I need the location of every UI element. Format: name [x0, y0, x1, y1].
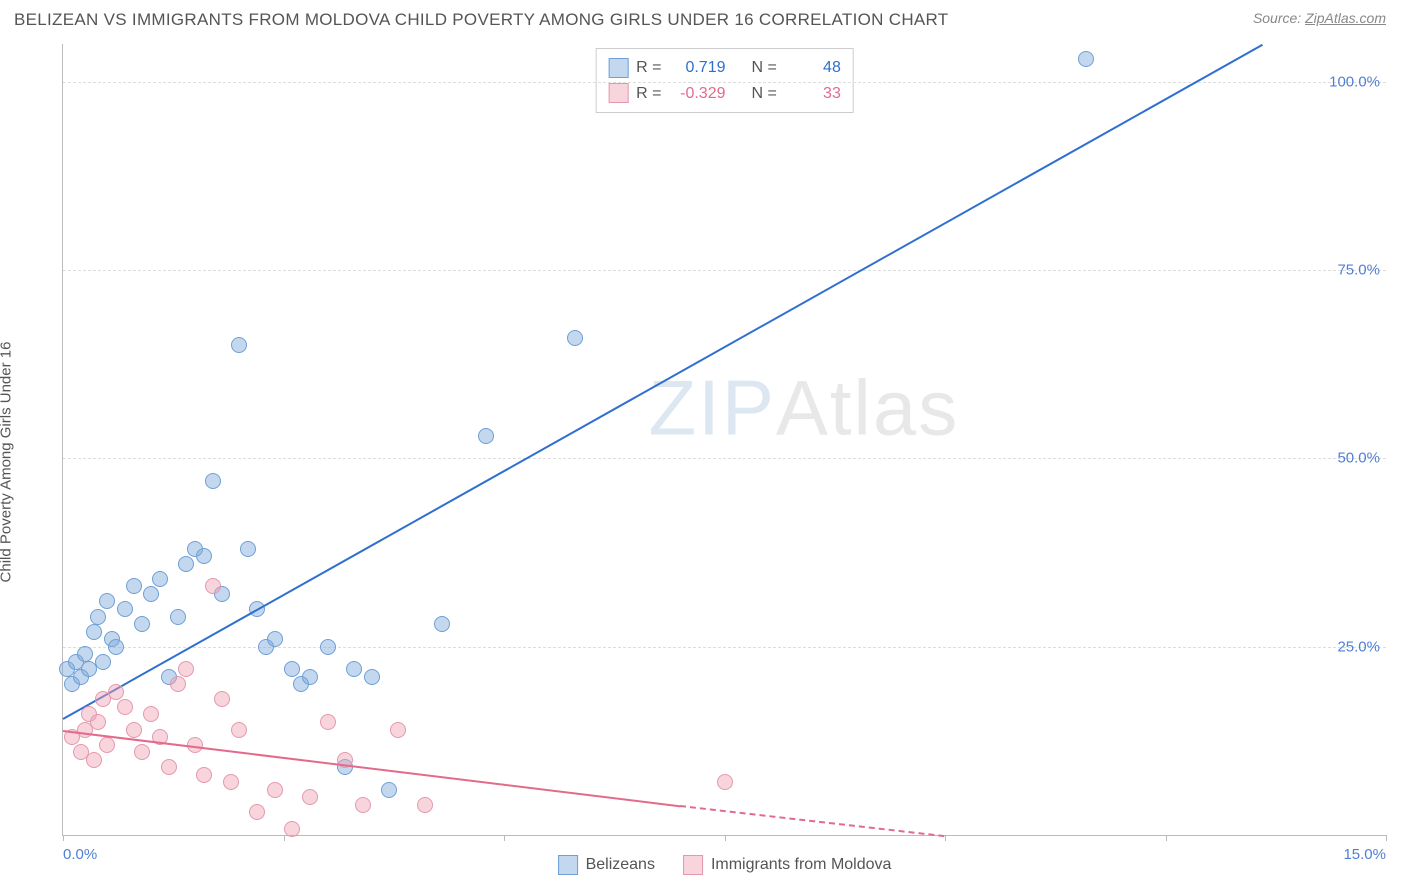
x-tick — [1386, 835, 1387, 841]
trend-line — [63, 730, 681, 807]
data-point — [90, 609, 106, 625]
data-point — [143, 586, 159, 602]
data-point — [364, 669, 380, 685]
legend-item-moldova: Immigrants from Moldova — [683, 855, 892, 875]
data-point — [267, 631, 283, 647]
data-point — [478, 428, 494, 444]
legend: Belizeans Immigrants from Moldova — [558, 855, 892, 875]
data-point — [434, 616, 450, 632]
r-value-moldova: -0.329 — [670, 81, 726, 107]
data-point — [214, 691, 230, 707]
y-tick-label: 50.0% — [1337, 450, 1380, 467]
data-point — [302, 669, 318, 685]
data-point — [231, 337, 247, 353]
data-point — [178, 556, 194, 572]
data-point — [196, 767, 212, 783]
x-tick — [504, 835, 505, 841]
data-point — [152, 571, 168, 587]
swatch-moldova — [608, 83, 628, 103]
y-tick-label: 75.0% — [1337, 262, 1380, 279]
stats-row-moldova: R = -0.329 N = 33 — [608, 81, 841, 107]
y-tick-label: 100.0% — [1329, 73, 1380, 90]
gridline — [63, 458, 1386, 459]
data-point — [108, 639, 124, 655]
data-point — [170, 676, 186, 692]
data-point — [178, 661, 194, 677]
data-point — [117, 601, 133, 617]
data-point — [390, 722, 406, 738]
r-value-belizeans: 0.719 — [670, 55, 726, 81]
data-point — [267, 782, 283, 798]
data-point — [223, 774, 239, 790]
data-point — [170, 609, 186, 625]
y-axis-label: Child Poverty Among Girls Under 16 — [0, 342, 15, 583]
data-point — [355, 797, 371, 813]
trend-line — [63, 44, 1263, 720]
data-point — [320, 714, 336, 730]
legend-swatch-moldova — [683, 855, 703, 875]
data-point — [284, 661, 300, 677]
legend-item-belizeans: Belizeans — [558, 855, 655, 875]
gridline — [63, 270, 1386, 271]
stats-row-belizeans: R = 0.719 N = 48 — [608, 55, 841, 81]
data-point — [108, 684, 124, 700]
data-point — [134, 744, 150, 760]
data-point — [117, 699, 133, 715]
data-point — [196, 548, 212, 564]
data-point — [320, 639, 336, 655]
legend-label: Belizeans — [586, 856, 655, 874]
data-point — [77, 646, 93, 662]
data-point — [126, 722, 142, 738]
x-tick-label: 15.0% — [1343, 846, 1386, 863]
legend-swatch-belizeans — [558, 855, 578, 875]
n-value-belizeans: 48 — [785, 55, 841, 81]
n-value-moldova: 33 — [785, 81, 841, 107]
data-point — [86, 624, 102, 640]
source-attribution: Source: ZipAtlas.com — [1253, 10, 1386, 26]
x-tick — [1166, 835, 1167, 841]
data-point — [1078, 51, 1094, 67]
gridline — [63, 82, 1386, 83]
swatch-belizeans — [608, 58, 628, 78]
data-point — [126, 578, 142, 594]
data-point — [284, 821, 300, 837]
correlation-stats-box: R = 0.719 N = 48 R = -0.329 N = 33 — [595, 48, 854, 113]
x-tick — [63, 835, 64, 841]
data-point — [143, 706, 159, 722]
data-point — [302, 789, 318, 805]
chart-title: BELIZEAN VS IMMIGRANTS FROM MOLDOVA CHIL… — [14, 10, 949, 30]
source-link[interactable]: ZipAtlas.com — [1305, 10, 1386, 26]
x-tick-label: 0.0% — [63, 846, 97, 863]
data-point — [231, 722, 247, 738]
x-tick — [945, 835, 946, 841]
data-point — [134, 616, 150, 632]
data-point — [381, 782, 397, 798]
data-point — [567, 330, 583, 346]
data-point — [99, 593, 115, 609]
data-point — [249, 804, 265, 820]
data-point — [86, 752, 102, 768]
data-point — [205, 578, 221, 594]
data-point — [717, 774, 733, 790]
data-point — [90, 714, 106, 730]
data-point — [99, 737, 115, 753]
trend-line-extension — [680, 805, 945, 837]
x-tick — [725, 835, 726, 841]
data-point — [161, 759, 177, 775]
data-point — [417, 797, 433, 813]
data-point — [346, 661, 362, 677]
data-point — [95, 654, 111, 670]
data-point — [205, 473, 221, 489]
watermark: ZIPAtlas — [649, 362, 960, 453]
scatter-plot: ZIPAtlas R = 0.719 N = 48 R = -0.329 N =… — [62, 44, 1386, 836]
data-point — [240, 541, 256, 557]
legend-label: Immigrants from Moldova — [711, 856, 892, 874]
x-tick — [284, 835, 285, 841]
y-tick-label: 25.0% — [1337, 638, 1380, 655]
